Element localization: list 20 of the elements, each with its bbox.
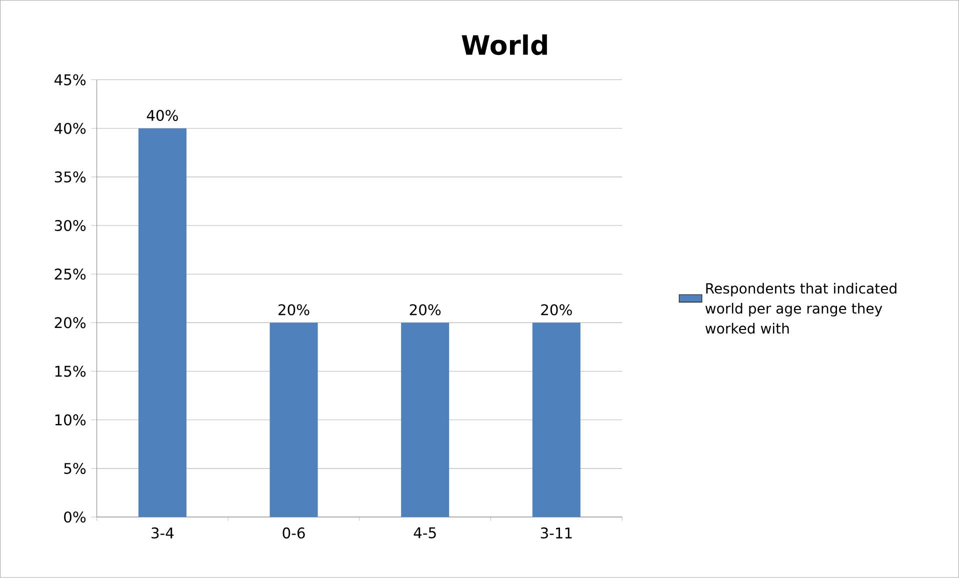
x-tick-label: 4-5 — [414, 528, 436, 538]
chart-title: World — [462, 34, 547, 56]
y-tick-label: 10% — [55, 414, 86, 426]
data-label: 20% — [541, 304, 572, 316]
y-tick-label: 25% — [54, 268, 86, 280]
y-tick-label: 0% — [64, 512, 86, 523]
data-label: 40% — [146, 110, 178, 122]
data-label: 20% — [410, 304, 441, 316]
legend-label: Respondents that indicated world per age range they worked with — [705, 282, 896, 334]
y-tick-label: 20% — [54, 317, 86, 328]
y-tick-label: 5% — [64, 463, 86, 474]
y-tick-label: 45% — [54, 74, 86, 86]
x-tick-label: 3-4 — [152, 528, 174, 539]
y-tick-label: 15% — [55, 366, 86, 377]
y-tick-label: 40% — [54, 122, 86, 134]
data-label: 20% — [278, 304, 310, 316]
x-tick-label: 0-6 — [282, 528, 305, 539]
y-tick-label: 30% — [54, 220, 86, 232]
y-tick-label: 35% — [54, 172, 86, 183]
x-tick-label: 3-11 — [540, 528, 572, 539]
